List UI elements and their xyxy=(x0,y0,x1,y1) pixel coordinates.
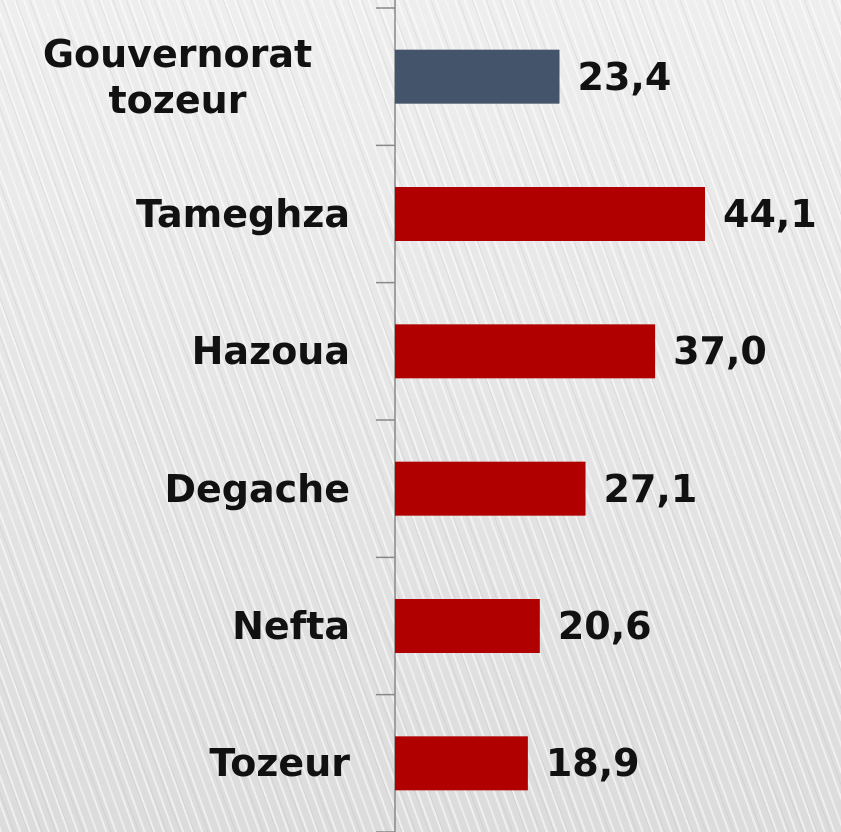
data-label: 18,9 xyxy=(545,741,640,786)
bar xyxy=(395,187,706,241)
bar xyxy=(395,599,540,653)
y-tick-label: Hazoua xyxy=(191,329,350,374)
data-label: 20,6 xyxy=(557,604,652,648)
bar xyxy=(395,49,560,104)
data-label: 44,1 xyxy=(723,192,817,236)
bar xyxy=(395,736,528,791)
data-label: 27,1 xyxy=(603,466,698,511)
data-label: 37,0 xyxy=(673,329,767,374)
y-tick-label: Tozeur xyxy=(209,741,350,786)
y-tick-label: Degache xyxy=(164,466,350,511)
y-tick-label: Gouvernorat tozeur xyxy=(42,31,313,122)
data-label: 23,4 xyxy=(577,54,672,99)
bar xyxy=(395,461,586,516)
y-tick-label: Tameghza xyxy=(135,192,350,236)
bar xyxy=(395,324,656,379)
y-tick-label: Nefta xyxy=(232,604,350,648)
